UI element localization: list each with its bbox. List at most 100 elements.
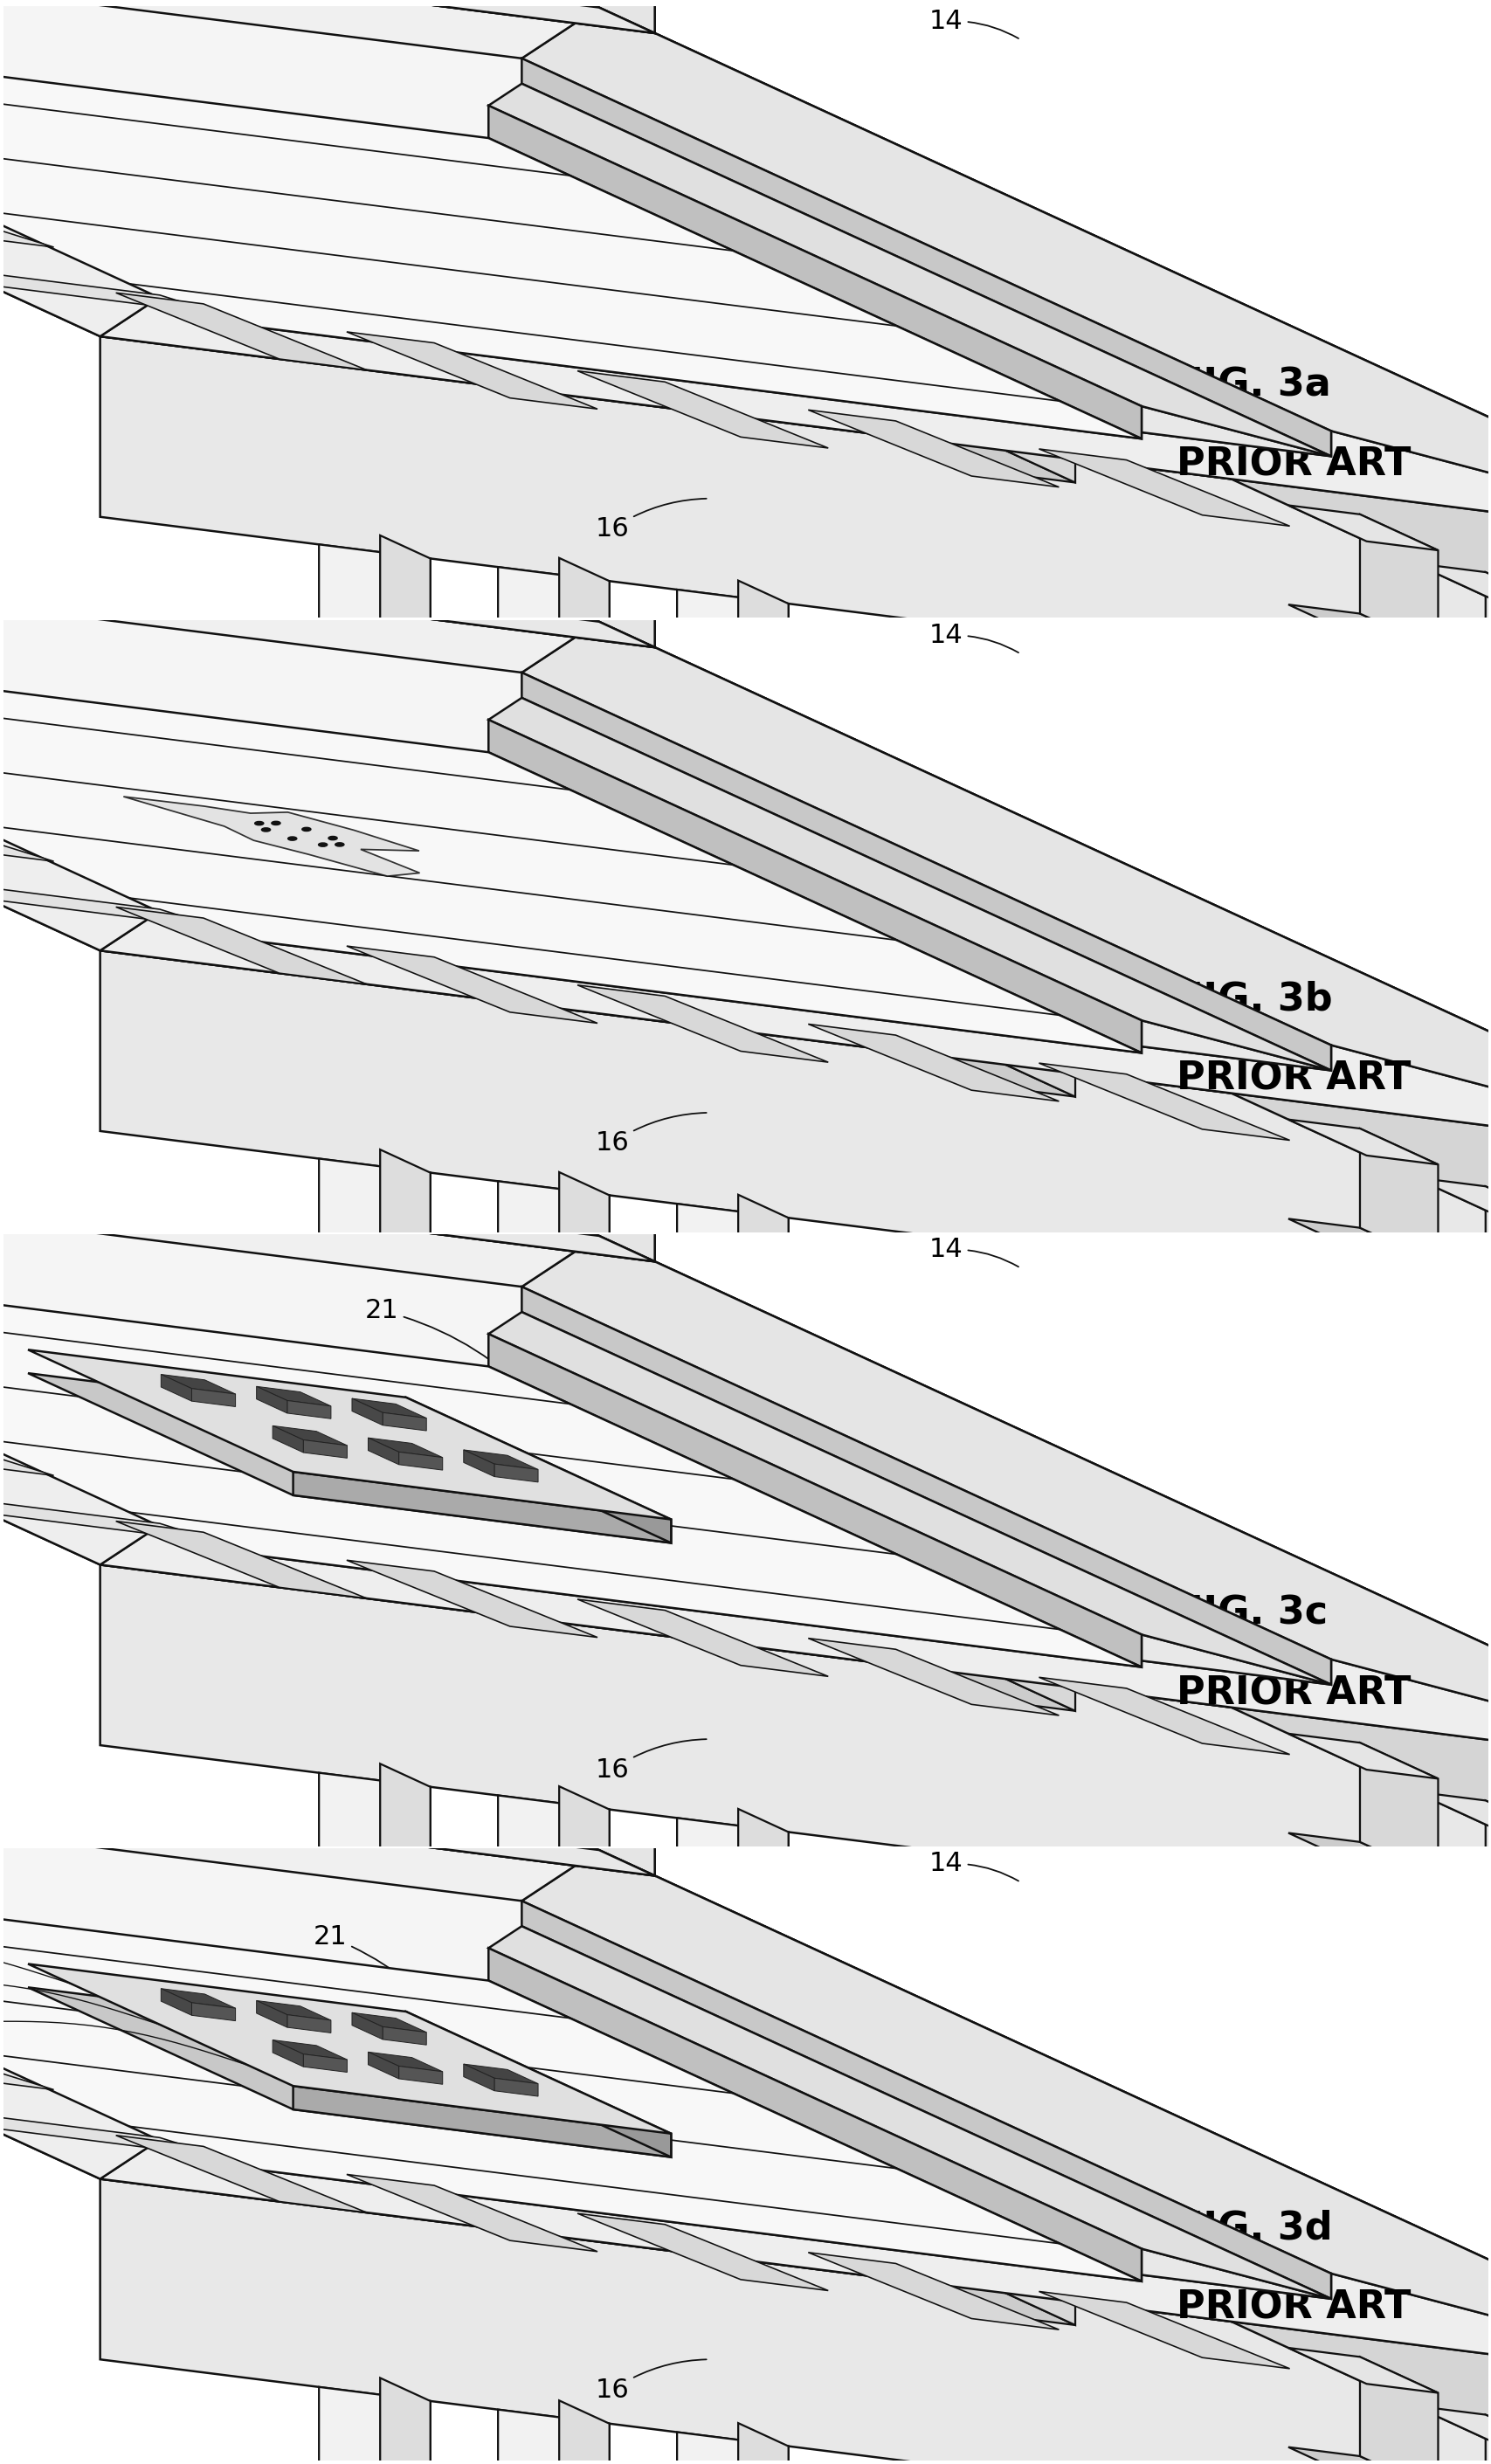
Polygon shape	[0, 0, 177, 338]
Polygon shape	[1485, 1185, 1491, 1321]
Polygon shape	[746, 2075, 823, 2210]
Polygon shape	[1434, 668, 1484, 791]
Polygon shape	[799, 894, 950, 939]
Text: 16: 16	[595, 1740, 705, 1781]
Polygon shape	[161, 1375, 192, 1402]
Polygon shape	[0, 1493, 221, 1542]
Polygon shape	[28, 1372, 671, 1542]
Polygon shape	[273, 1427, 303, 1454]
Polygon shape	[746, 845, 823, 981]
Polygon shape	[383, 1412, 426, 1432]
Polygon shape	[871, 2131, 950, 2267]
Text: PRIOR ART: PRIOR ART	[1176, 1060, 1410, 1099]
Text: 20: 20	[136, 1976, 277, 2077]
Text: 16: 16	[595, 1114, 705, 1156]
Polygon shape	[464, 2065, 494, 2092]
Polygon shape	[498, 567, 608, 680]
Text: 16: 16	[595, 498, 705, 542]
Polygon shape	[674, 1550, 823, 1594]
Polygon shape	[319, 394, 655, 648]
Polygon shape	[116, 1520, 367, 1599]
Polygon shape	[746, 232, 823, 367]
Polygon shape	[0, 266, 221, 315]
Polygon shape	[100, 899, 1491, 1161]
Polygon shape	[0, 1639, 177, 2178]
Polygon shape	[488, 719, 1141, 1052]
Polygon shape	[0, 1607, 655, 1875]
Polygon shape	[1360, 2358, 1437, 2464]
Polygon shape	[674, 2065, 823, 2109]
Text: 14: 14	[929, 7, 1018, 39]
Polygon shape	[494, 2077, 538, 2097]
Polygon shape	[124, 796, 419, 877]
Polygon shape	[1360, 1129, 1437, 1264]
Polygon shape	[0, 224, 319, 493]
Polygon shape	[488, 84, 1330, 456]
Polygon shape	[799, 1508, 950, 1555]
Polygon shape	[116, 2136, 367, 2213]
Polygon shape	[256, 2001, 331, 2020]
Polygon shape	[674, 2163, 823, 2210]
Polygon shape	[808, 1025, 1059, 1101]
Polygon shape	[1255, 1875, 1305, 1996]
Polygon shape	[738, 2422, 789, 2464]
Polygon shape	[319, 1158, 429, 1271]
Polygon shape	[924, 1567, 1075, 1611]
Polygon shape	[808, 2252, 1059, 2328]
Polygon shape	[677, 589, 789, 702]
Polygon shape	[192, 2003, 236, 2020]
Polygon shape	[1038, 448, 1290, 527]
Polygon shape	[498, 1796, 608, 1910]
Polygon shape	[674, 323, 823, 367]
Polygon shape	[288, 2016, 331, 2033]
Polygon shape	[799, 2124, 950, 2168]
Polygon shape	[100, 1565, 1491, 1956]
Polygon shape	[799, 1609, 950, 1653]
Polygon shape	[498, 1180, 608, 1294]
Polygon shape	[0, 838, 319, 1106]
Circle shape	[255, 821, 264, 825]
Polygon shape	[522, 1286, 1330, 1685]
Polygon shape	[996, 961, 1075, 1096]
Polygon shape	[598, 1237, 1491, 1956]
Polygon shape	[808, 409, 1059, 488]
Polygon shape	[1360, 515, 1437, 650]
Circle shape	[318, 843, 327, 848]
Polygon shape	[677, 2432, 789, 2464]
Polygon shape	[0, 411, 1491, 1161]
Polygon shape	[1413, 1178, 1491, 1222]
Polygon shape	[1434, 1284, 1484, 1404]
Polygon shape	[100, 338, 1491, 727]
Polygon shape	[0, 0, 655, 32]
Polygon shape	[1194, 1269, 1305, 1382]
Polygon shape	[292, 2087, 671, 2156]
Polygon shape	[0, 1025, 655, 1262]
Polygon shape	[924, 1666, 1075, 1710]
Polygon shape	[380, 1151, 429, 1271]
Polygon shape	[738, 1195, 789, 1318]
Polygon shape	[0, 2040, 54, 2089]
Polygon shape	[177, 1513, 1330, 1685]
Text: 21: 21	[365, 1299, 537, 1402]
Polygon shape	[0, 636, 1141, 1052]
Polygon shape	[924, 1052, 1075, 1096]
Circle shape	[261, 828, 270, 830]
Polygon shape	[799, 379, 950, 424]
Polygon shape	[871, 288, 950, 424]
Polygon shape	[1288, 1220, 1437, 1264]
Polygon shape	[677, 1205, 789, 1318]
Text: FIG. 3b: FIG. 3b	[1176, 981, 1331, 1018]
Polygon shape	[1255, 1259, 1305, 1382]
Polygon shape	[177, 288, 1330, 456]
Polygon shape	[799, 281, 950, 325]
Polygon shape	[498, 2410, 608, 2464]
Polygon shape	[559, 2400, 608, 2464]
Text: 21: 21	[313, 1924, 462, 2040]
Polygon shape	[177, 899, 1330, 1069]
Polygon shape	[0, 1025, 1491, 1777]
Polygon shape	[177, 2131, 1330, 2299]
Polygon shape	[319, 1008, 655, 1262]
Polygon shape	[488, 697, 1330, 1069]
Polygon shape	[0, 1639, 598, 1900]
Polygon shape	[210, 902, 1141, 1052]
